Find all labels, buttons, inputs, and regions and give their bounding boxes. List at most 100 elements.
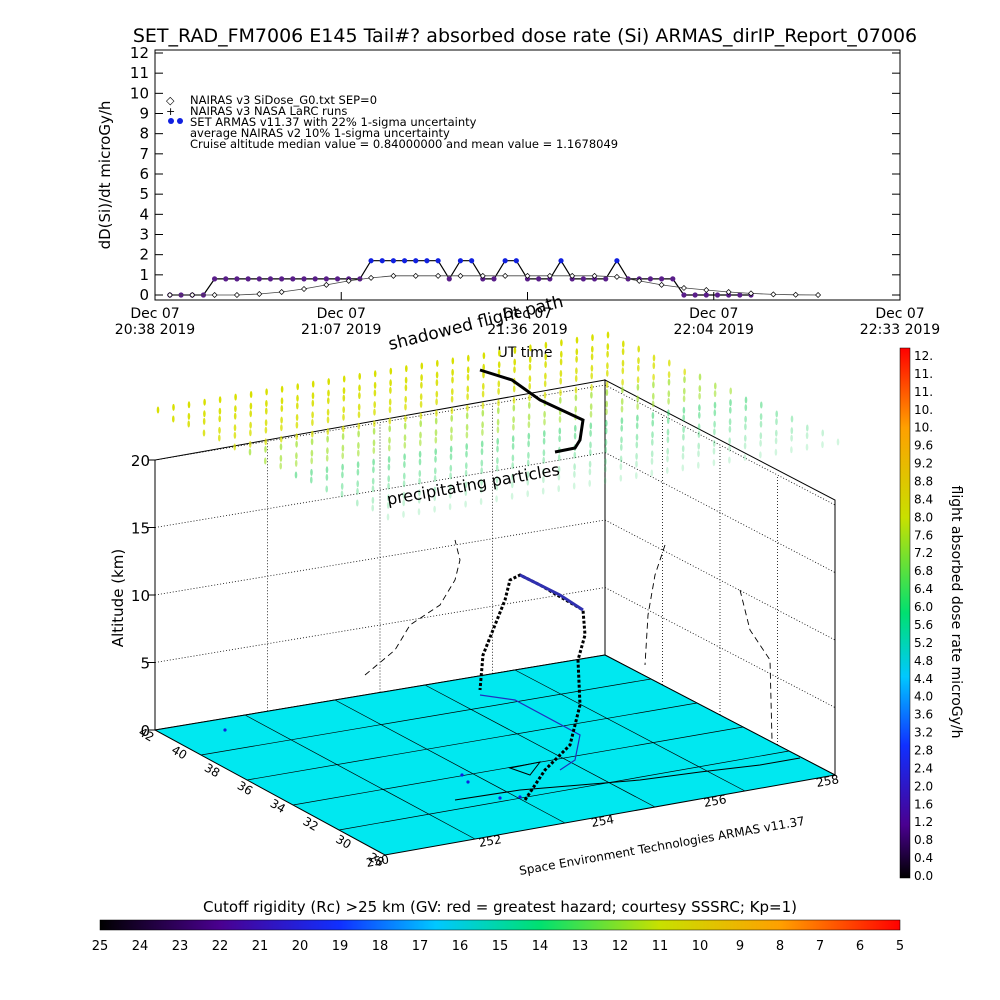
particle	[420, 381, 423, 389]
particle	[373, 381, 377, 389]
data-point	[457, 272, 464, 279]
particle	[372, 439, 376, 447]
particle	[605, 408, 608, 416]
particle	[404, 415, 407, 423]
particle	[156, 406, 160, 414]
particle	[588, 468, 592, 476]
data-point	[413, 258, 419, 264]
particle	[311, 419, 314, 426]
particle	[714, 382, 717, 390]
particle	[496, 426, 500, 434]
data-point	[480, 276, 486, 282]
data-point	[569, 276, 575, 282]
data-point	[636, 277, 643, 284]
data-point	[770, 291, 777, 298]
y-tick-label: 4	[139, 205, 149, 223]
particle	[172, 415, 175, 423]
particle	[636, 414, 639, 422]
particle	[325, 466, 329, 474]
particle	[651, 419, 654, 427]
particle	[542, 476, 545, 484]
data-point	[580, 276, 586, 282]
legend-entry: average NAIRAS v2 10% 1-sigma uncertaint…	[190, 126, 450, 140]
data-point	[613, 273, 620, 280]
particle	[389, 367, 393, 375]
particle	[404, 395, 408, 403]
particle	[560, 339, 563, 347]
rigidity-colorbar-tick-label: 6	[856, 939, 864, 954]
particle	[449, 464, 453, 472]
particle	[682, 414, 685, 422]
particle	[636, 376, 640, 384]
particle	[836, 438, 840, 446]
particle	[652, 392, 655, 400]
particle	[683, 368, 686, 376]
particle	[265, 400, 268, 407]
particle	[264, 419, 268, 427]
particle	[775, 410, 778, 418]
y-tick-label: 12	[130, 44, 149, 62]
data-point	[390, 272, 397, 279]
particle	[559, 370, 563, 377]
particle	[713, 428, 716, 436]
data-point	[524, 272, 531, 279]
floor-lines	[200, 669, 801, 840]
particle	[698, 392, 701, 400]
grid-line	[154, 384, 606, 461]
particle	[465, 443, 469, 451]
particle	[295, 414, 299, 421]
particle	[310, 476, 313, 484]
particle	[310, 449, 314, 457]
rigidity-colorbar-tick-label: 24	[132, 939, 149, 954]
dose-colorbar-tick-label: 6.4	[914, 582, 933, 596]
particle	[637, 345, 640, 353]
x-tick-time: 20:38 2019	[115, 322, 195, 338]
particle	[480, 459, 484, 467]
particle	[527, 451, 530, 459]
particle	[544, 353, 547, 361]
particle	[187, 412, 191, 420]
particle	[683, 376, 686, 384]
floor-grid-line	[338, 750, 790, 831]
data-point	[513, 258, 519, 264]
dose-colorbar-tick-label: 4.4	[914, 672, 933, 686]
data-point	[670, 276, 676, 282]
particle	[512, 423, 515, 431]
particle	[187, 420, 190, 428]
particle	[388, 406, 392, 414]
particle	[542, 468, 545, 476]
particle	[728, 445, 731, 452]
particle	[388, 444, 391, 452]
particle	[464, 489, 468, 496]
data-point	[703, 292, 709, 298]
particle	[342, 413, 345, 421]
particle	[712, 440, 716, 447]
rigidity-colorbar-tick-label: 21	[252, 939, 269, 954]
y-tick-label: 11	[130, 64, 149, 82]
rigidity-colorbar-label: Cutoff rigidity (Rc) >25 km (GV: red = g…	[203, 898, 797, 916]
particle	[543, 380, 547, 388]
particle	[805, 432, 809, 440]
particle	[622, 340, 625, 348]
particle	[420, 362, 424, 370]
particle	[280, 385, 284, 393]
data-point	[558, 258, 564, 264]
x-tick-time: 22:04 2019	[674, 322, 754, 338]
particle	[544, 341, 548, 349]
particle	[294, 471, 298, 479]
particle	[249, 402, 253, 410]
particle	[402, 491, 406, 499]
particle	[311, 399, 315, 407]
latitude-tick-label: 42	[136, 725, 156, 745]
particle	[606, 362, 609, 370]
dose-colorbar-tick-label: 3.2	[914, 726, 933, 740]
particle	[280, 416, 283, 424]
particle	[683, 387, 686, 395]
particle	[511, 473, 514, 481]
altitude-axis-label: Altitude (km)	[109, 549, 127, 647]
particle	[604, 438, 608, 446]
particle	[588, 460, 592, 468]
dose-colorbar-tick-label: 8.4	[914, 492, 933, 506]
